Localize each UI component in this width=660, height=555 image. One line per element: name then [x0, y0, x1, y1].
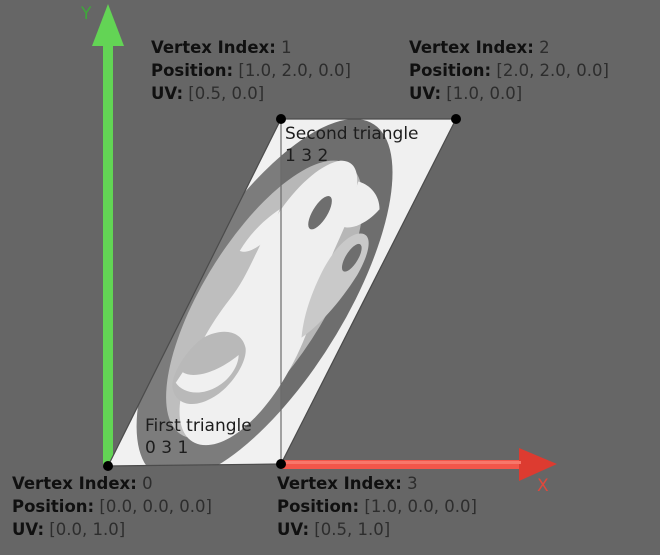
- vertex-info-0: Vertex Index: 0 Position: [0.0, 0.0, 0.0…: [12, 472, 212, 541]
- vertex-2-index-key: Vertex Index: [409, 38, 528, 57]
- vertex-3-position-colon: :: [352, 497, 360, 516]
- vertex-1-uv-value: [0.5, 0.0]: [188, 84, 265, 103]
- vertex-dot-3: [276, 459, 286, 469]
- vertex-info-2: Vertex Index: 2 Position: [2.0, 2.0, 0.0…: [409, 36, 609, 105]
- vertex-1-position-key: Position: [151, 61, 227, 80]
- vertex-3-position-row: Position: [1.0, 0.0, 0.0]: [277, 495, 477, 518]
- vertex-1-index-colon: :: [269, 38, 276, 57]
- y-axis: [92, 4, 124, 466]
- vertex-0-index-key: Vertex Index: [12, 474, 131, 493]
- vertex-1-index-key: Vertex Index: [151, 38, 270, 57]
- triangle-first-indices: 0 3 1: [145, 438, 189, 458]
- x-axis-arrowhead: [519, 448, 557, 481]
- vertex-0-uv-key: UV: [12, 520, 38, 539]
- vertex-3-position-key: Position: [277, 497, 353, 516]
- vertex-2-position-value: [2.0, 2.0, 0.0]: [496, 61, 609, 80]
- vertex-2-uv-key: UV: [409, 84, 435, 103]
- vertex-3-position-value: [1.0, 0.0, 0.0]: [364, 497, 477, 516]
- vertex-2-position-key: Position: [409, 61, 485, 80]
- vertex-2-index-row: Vertex Index: 2: [409, 36, 609, 59]
- triangle-caption-first: First triangle 0 3 1: [145, 415, 252, 459]
- vertex-2-uv-value: [1.0, 0.0]: [446, 84, 523, 103]
- vertex-info-3: Vertex Index: 3 Position: [1.0, 0.0, 0.0…: [277, 472, 477, 541]
- y-axis-arrowhead: [92, 4, 124, 46]
- vertex-0-index-value: 0: [142, 474, 153, 493]
- y-axis-label: Y: [81, 4, 92, 24]
- vertex-dot-2: [451, 114, 461, 124]
- vertex-3-uv-row: UV: [0.5, 1.0]: [277, 518, 477, 541]
- vertex-0-uv-row: UV: [0.0, 1.0]: [12, 518, 212, 541]
- y-axis-shaft: [103, 30, 113, 466]
- quad-edges: [107, 118, 457, 467]
- vertex-0-index-colon: :: [130, 474, 137, 493]
- vertex-dots: [103, 114, 461, 471]
- vertex-3-index-colon: :: [395, 474, 402, 493]
- vertex-2-index-value: 2: [539, 38, 550, 57]
- triangle-first-name: First triangle: [145, 416, 252, 436]
- vertex-2-uv-colon: :: [434, 84, 442, 103]
- vertex-dot-1: [276, 114, 286, 124]
- triangle-second-name: Second triangle: [285, 124, 419, 144]
- vertex-1-uv-key: UV: [151, 84, 177, 103]
- vertex-0-uv-value: [0.0, 1.0]: [49, 520, 126, 539]
- vertex-1-uv-colon: :: [176, 84, 184, 103]
- vertex-3-uv-value: [0.5, 1.0]: [314, 520, 391, 539]
- vertex-3-uv-key: UV: [277, 520, 303, 539]
- x-axis-shaft: [281, 460, 531, 469]
- vertex-2-position-colon: :: [484, 61, 492, 80]
- vertex-0-position-colon: :: [87, 497, 95, 516]
- vertex-3-index-key: Vertex Index: [277, 474, 396, 493]
- x-axis-shaft-highlight: [281, 461, 521, 464]
- x-axis: [281, 448, 557, 481]
- vertex-1-uv-row: UV: [0.5, 0.0]: [151, 82, 351, 105]
- vertex-0-position-value: [0.0, 0.0, 0.0]: [99, 497, 212, 516]
- vertex-1-index-row: Vertex Index: 1: [151, 36, 351, 59]
- vertex-3-index-row: Vertex Index: 3: [277, 472, 477, 495]
- vertex-info-1: Vertex Index: 1 Position: [1.0, 2.0, 0.0…: [151, 36, 351, 105]
- triangle-second-indices: 1 3 2: [285, 146, 329, 166]
- vertex-0-position-row: Position: [0.0, 0.0, 0.0]: [12, 495, 212, 518]
- vertex-0-position-key: Position: [12, 497, 88, 516]
- x-axis-label: X: [537, 476, 549, 496]
- vertex-2-position-row: Position: [2.0, 2.0, 0.0]: [409, 59, 609, 82]
- vertex-1-position-colon: :: [226, 61, 234, 80]
- vertex-1-position-value: [1.0, 2.0, 0.0]: [238, 61, 351, 80]
- vertex-0-uv-colon: :: [37, 520, 45, 539]
- vertex-3-index-value: 3: [407, 474, 418, 493]
- triangle-caption-second: Second triangle 1 3 2: [285, 123, 419, 167]
- vertex-dot-0: [103, 461, 113, 471]
- vertex-1-position-row: Position: [1.0, 2.0, 0.0]: [151, 59, 351, 82]
- vertex-1-index-value: 1: [281, 38, 292, 57]
- vertex-2-uv-row: UV: [1.0, 0.0]: [409, 82, 609, 105]
- vertex-3-uv-colon: :: [302, 520, 310, 539]
- vertex-0-index-row: Vertex Index: 0: [12, 472, 212, 495]
- vertex-2-index-colon: :: [527, 38, 534, 57]
